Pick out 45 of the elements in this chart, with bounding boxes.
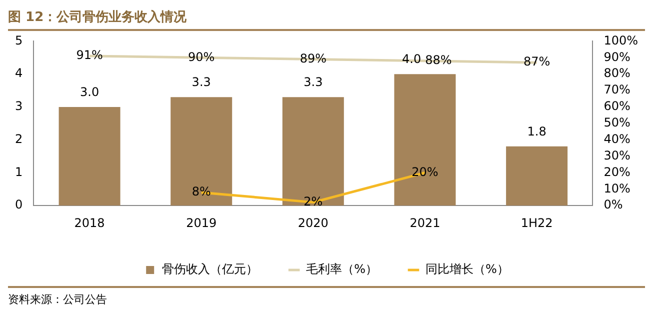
y2-tick-label: 100% bbox=[604, 33, 638, 48]
bar bbox=[506, 146, 568, 206]
bar bbox=[58, 106, 120, 206]
data-label: 8% bbox=[192, 184, 211, 199]
x-tick-label: 2018 bbox=[74, 216, 105, 230]
data-label: 90% bbox=[188, 50, 215, 64]
y-tick-label: 3 bbox=[14, 99, 23, 114]
y2-tick-label: 10% bbox=[604, 181, 630, 196]
bar bbox=[282, 97, 344, 206]
data-label: 3.3 bbox=[304, 75, 323, 90]
y2-tick-label: 0% bbox=[604, 198, 623, 212]
data-label: 2% bbox=[304, 194, 323, 208]
y-tick-label: 5 bbox=[14, 33, 23, 48]
y-tick-label: 0 bbox=[14, 198, 23, 212]
x-tick-label: 2021 bbox=[410, 216, 440, 230]
y2-tick-label: 20% bbox=[604, 164, 630, 179]
legend-label: 毛利率（%） bbox=[306, 262, 378, 276]
y2-tick-label: 90% bbox=[604, 50, 630, 64]
y2-tick-label: 50% bbox=[604, 116, 630, 130]
x-tick-label: 2019 bbox=[186, 216, 217, 230]
data-label: 87% bbox=[523, 54, 550, 69]
data-label: 3.0 bbox=[80, 85, 100, 100]
y2-tick-label: 40% bbox=[604, 132, 630, 146]
data-label: 20% bbox=[412, 164, 438, 179]
data-label: 91% bbox=[76, 48, 103, 62]
data-label: 88% bbox=[425, 53, 452, 68]
x-tick-label: 1H22 bbox=[520, 216, 553, 230]
y-tick-label: 4 bbox=[14, 66, 23, 80]
y-tick-label: 2 bbox=[14, 132, 23, 146]
x-tick-label: 2020 bbox=[298, 216, 328, 230]
data-label: 4.0 bbox=[402, 52, 422, 66]
text: 资料来源：公司公告 bbox=[8, 292, 108, 307]
y2-tick-label: 80% bbox=[604, 66, 630, 80]
legend-label: 同比增长（%） bbox=[426, 262, 509, 276]
bar bbox=[170, 97, 232, 206]
chart-title: 图 12：公司骨伤业务收入情况 bbox=[8, 8, 645, 31]
data-label: 89% bbox=[300, 51, 326, 66]
y2-tick-label: 60% bbox=[604, 99, 630, 114]
y2-tick-label: 70% bbox=[604, 82, 630, 97]
bar bbox=[394, 74, 456, 206]
legend-label: 骨伤收入（亿元） bbox=[162, 262, 258, 276]
y-tick-label: 1 bbox=[14, 164, 23, 179]
data-label: 1.8 bbox=[527, 124, 546, 139]
y2-tick-label: 30% bbox=[604, 148, 630, 162]
data-label: 3.3 bbox=[192, 75, 211, 90]
